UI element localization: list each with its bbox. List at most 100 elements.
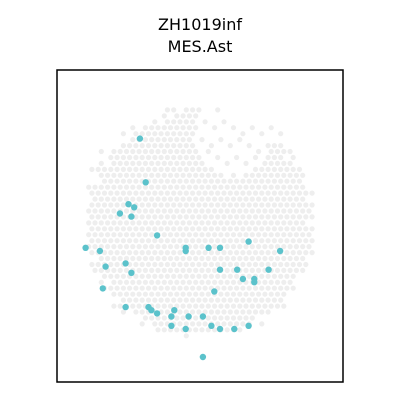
background-spot: [218, 255, 224, 262]
data-point-3: [131, 204, 138, 211]
background-spot: [117, 172, 123, 178]
background-spot: [278, 143, 284, 149]
background-spot: [252, 214, 259, 220]
background-spot: [155, 303, 161, 309]
background-spot: [259, 166, 265, 172]
background-spot: [199, 267, 205, 273]
background-spot: [208, 250, 214, 256]
background-spot: [196, 250, 202, 256]
background-spot: [262, 160, 268, 166]
background-spot: [274, 244, 281, 250]
background-spot: [208, 273, 214, 279]
background-spot: [120, 238, 126, 244]
background-spot: [259, 285, 265, 291]
background-spot: [193, 255, 199, 262]
background-spot: [95, 190, 101, 196]
background-spot: [183, 297, 189, 303]
background-spot: [180, 267, 186, 273]
background-spot: [167, 125, 174, 131]
background-spot: [136, 208, 142, 214]
background-spot: [208, 178, 214, 184]
background-spot: [186, 196, 192, 202]
background-spot: [142, 232, 148, 238]
background-spot: [152, 226, 158, 232]
background-spot: [101, 202, 108, 208]
background-spot: [281, 244, 287, 250]
background-spot: [171, 190, 177, 196]
background-spot: [177, 214, 183, 220]
background-spot: [218, 315, 224, 321]
background-spot: [208, 238, 214, 244]
background-spot: [171, 107, 177, 113]
background-spot: [155, 255, 161, 262]
background-spot: [262, 255, 268, 262]
background-spot: [186, 160, 192, 166]
background-spot: [215, 297, 221, 303]
background-spot: [190, 178, 196, 184]
background-spot: [164, 143, 170, 149]
background-spot: [186, 291, 192, 297]
background-spot: [155, 160, 161, 166]
background-spot: [177, 250, 183, 256]
background-spot: [259, 131, 265, 137]
chart-title-line-1: ZH1019inf: [158, 15, 242, 34]
background-spot: [95, 202, 101, 208]
background-spot: [221, 297, 227, 303]
background-spot: [265, 214, 271, 220]
background-spot: [303, 238, 309, 244]
background-spot: [268, 125, 274, 131]
background-spot: [290, 202, 296, 208]
background-spot: [161, 125, 167, 131]
background-spot: [164, 202, 170, 208]
background-spot: [281, 279, 287, 285]
background-spot: [123, 196, 130, 202]
background-spot: [256, 220, 262, 226]
background-spot: [202, 321, 208, 327]
background-spot: [167, 244, 174, 250]
background-spot: [274, 184, 281, 190]
background-spot: [259, 321, 265, 327]
background-spot: [252, 250, 259, 256]
background-spot: [265, 226, 271, 232]
background-spot: [133, 166, 139, 172]
background-spot: [108, 238, 114, 244]
data-point-35: [182, 325, 189, 333]
background-spot: [101, 166, 108, 172]
background-spot: [193, 113, 199, 119]
background-spot: [161, 327, 167, 333]
background-spot: [215, 202, 221, 208]
background-spot: [230, 255, 237, 262]
background-spot: [202, 261, 208, 268]
background-spot: [108, 214, 114, 220]
background-spot: [237, 327, 243, 333]
background-spot: [240, 321, 246, 327]
background-spot: [271, 250, 277, 256]
background-spot: [293, 220, 299, 226]
background-spot: [240, 190, 246, 196]
background-spot: [98, 184, 104, 190]
background-spot: [199, 232, 205, 238]
background-spot: [196, 214, 202, 220]
background-spot: [243, 315, 249, 321]
background-spot: [287, 172, 293, 178]
background-spot: [98, 232, 104, 238]
background-spot: [183, 238, 189, 244]
background-spot: [180, 279, 186, 285]
background-spot: [155, 291, 161, 297]
background-spot: [237, 232, 243, 238]
background-spot: [208, 297, 214, 303]
background-spot: [230, 220, 237, 226]
background-spot: [120, 154, 126, 161]
background-spot: [174, 232, 180, 238]
background-spot: [246, 297, 252, 303]
background-spot: [290, 190, 296, 196]
background-spot: [221, 309, 227, 315]
background-spot: [161, 208, 167, 214]
background-spot: [193, 208, 199, 214]
background-spot: [227, 261, 233, 268]
background-spot: [174, 160, 180, 166]
background-spot: [249, 315, 255, 321]
background-spot: [281, 184, 287, 190]
background-spot: [89, 261, 95, 268]
background-spot: [149, 196, 155, 202]
